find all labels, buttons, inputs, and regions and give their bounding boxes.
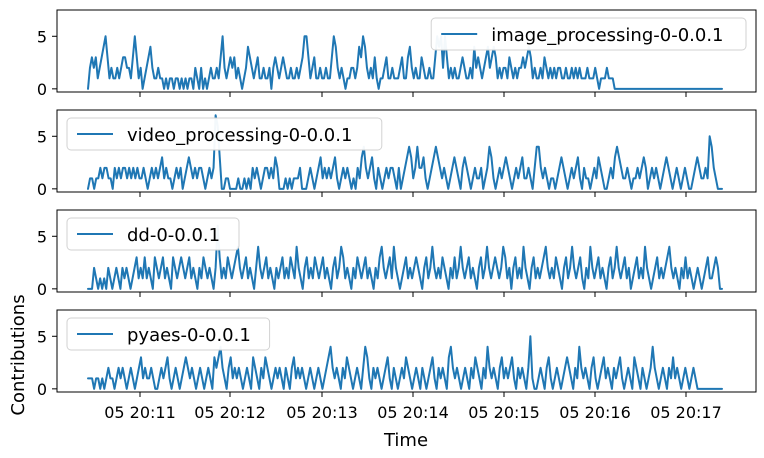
legend-1: video_processing-0-0.0.1 — [66, 117, 383, 151]
legend-box-1 — [66, 117, 383, 151]
x-tick-label-0: 05 20:11 — [104, 403, 176, 422]
legend-label-3: pyaes-0-0.0.1 — [127, 325, 251, 346]
x-tick-label-2: 05 20:13 — [286, 403, 358, 422]
series-line-3 — [87, 335, 723, 390]
x-tick-label-1: 05 20:12 — [194, 403, 266, 422]
y-tick-label-1-0: 0 — [37, 180, 47, 199]
x-axis-label: Time — [383, 430, 428, 451]
y-tick-label-1-1: 5 — [37, 127, 47, 146]
y-tick-label-3-1: 5 — [37, 327, 47, 346]
legend-label-2: dd-0-0.0.1 — [127, 225, 220, 246]
legend-label-1: video_processing-0-0.0.1 — [127, 125, 352, 146]
legend-2: dd-0-0.0.1 — [66, 217, 240, 251]
legend-0: image_processing-0-0.0.1 — [430, 17, 747, 51]
legend-3: pyaes-0-0.0.1 — [66, 317, 271, 351]
series-line-2 — [87, 224, 723, 290]
panel-0: 0 5 image_processing-0-0.0.1 — [37, 9, 757, 99]
x-tick-label-4: 05 20:15 — [468, 403, 540, 422]
x-tick-label-3: 05 20:14 — [377, 403, 449, 422]
panel-3: 0 5 pyaes-0-0.0.1 — [37, 309, 757, 399]
x-tick-label-5: 05 20:16 — [559, 403, 631, 422]
y-axis-label: Contributions — [8, 294, 29, 415]
series-line-1 — [87, 114, 723, 190]
y-tick-label-2-1: 5 — [37, 227, 47, 246]
panel-1: 0 5 video_processing-0-0.0.1 — [37, 109, 757, 199]
panel-2: 0 5 dd-0-0.0.1 — [37, 209, 757, 299]
series-line-0 — [87, 35, 723, 90]
y-tick-label-0-0: 0 — [37, 80, 47, 99]
x-tick-label-6: 05 20:17 — [650, 403, 722, 422]
legend-box-2 — [66, 217, 240, 251]
y-tick-label-3-0: 0 — [37, 380, 47, 399]
y-tick-label-2-0: 0 — [37, 280, 47, 299]
y-tick-label-0-1: 5 — [37, 27, 47, 46]
legend-box-3 — [66, 317, 271, 351]
x-axis-ticks: 05 20:11 05 20:12 05 20:13 05 20:14 05 20:15… — [104, 403, 722, 422]
legend-label-0: image_processing-0-0.0.1 — [491, 25, 723, 46]
legend-box-0 — [430, 17, 747, 51]
